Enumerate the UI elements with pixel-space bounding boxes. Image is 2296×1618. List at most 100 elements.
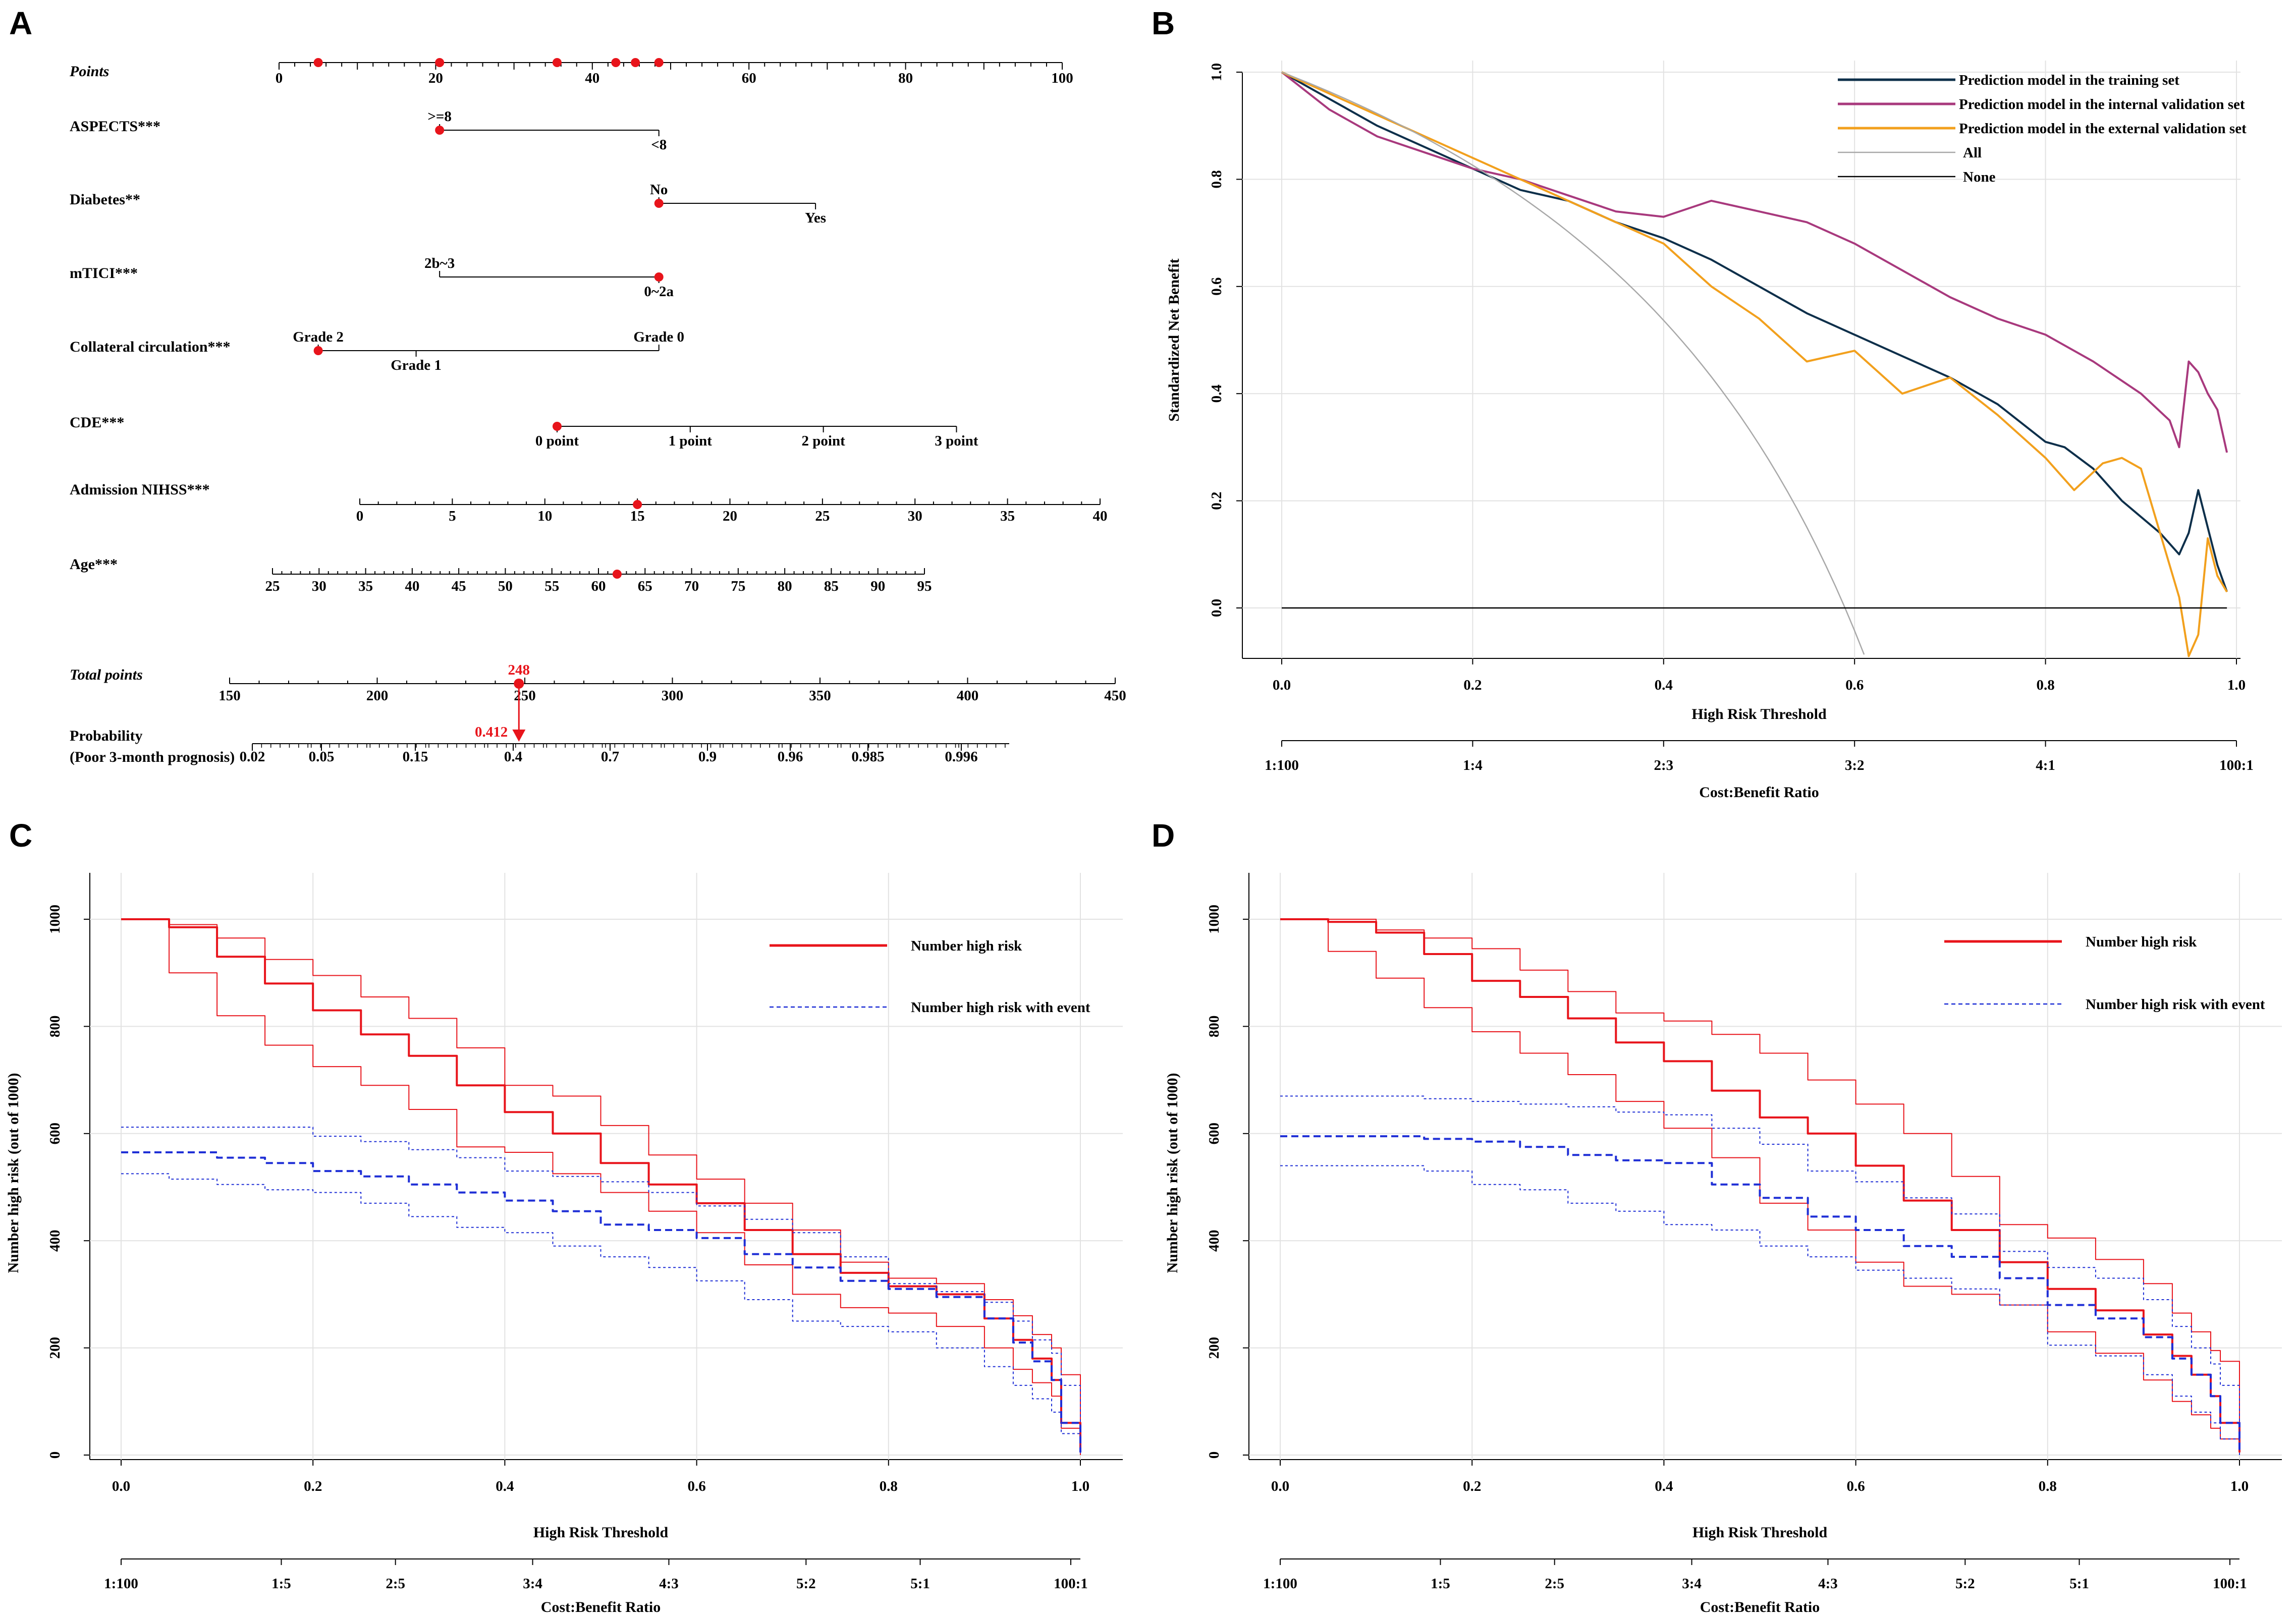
- variable-marker-dot: [435, 126, 445, 135]
- curve-number-high-risk-with-event-upper: [121, 1127, 1081, 1450]
- y-tick-label: 0: [47, 1452, 63, 1459]
- panel-letter-d: D: [1152, 817, 1175, 854]
- age-tick-label: 35: [358, 578, 373, 594]
- age-tick-label: 50: [498, 578, 513, 594]
- variable-label-age: Age***: [70, 556, 118, 573]
- nomogram-panel: Points 0 20 40 60 80 100ASPECTS***>=8<8Diabete…: [69, 58, 1126, 765]
- age-tick-label: 65: [638, 578, 652, 594]
- nihss-tick-label: 20: [723, 508, 737, 524]
- variable-level-label: 0~2a: [644, 284, 674, 300]
- nihss-tick-label: 0: [356, 508, 364, 524]
- probability-tick-label: 0.996: [945, 749, 977, 765]
- probability-tick-label: 0.4: [504, 749, 522, 765]
- curve-number-high-risk-with-event: [1280, 1135, 2240, 1453]
- legend-label: Number high risk with event: [911, 999, 1090, 1016]
- secondary-tick-label: 100:1: [1054, 1576, 1088, 1592]
- total-points-value-label: 248: [508, 662, 530, 678]
- x-tick-label: 0.8: [2039, 1478, 2057, 1494]
- total-points-tick-label: 450: [1104, 688, 1126, 704]
- curve-number-high-risk-with-event-upper: [1280, 1095, 2240, 1450]
- panel-letter-c: C: [9, 817, 32, 854]
- legend-label: Prediction model in the external validat…: [1959, 121, 2247, 137]
- legend-label: Number high risk: [911, 938, 1022, 954]
- y-tick-label: 1.0: [1209, 63, 1225, 81]
- x-tick-label: 0.8: [880, 1478, 898, 1494]
- points-axis-tick-label: 100: [1051, 70, 1073, 86]
- y-tick-label: 600: [47, 1123, 63, 1145]
- secondary-axis-title: Cost:Benefit Ratio: [541, 1599, 661, 1615]
- total-points-tick-label: 200: [366, 688, 389, 704]
- x-tick-label: 0.0: [1271, 1478, 1289, 1494]
- y-tick-label: 400: [1206, 1230, 1222, 1252]
- curve-number-high-risk-upper: [121, 919, 1081, 1450]
- age-tick-label: 70: [684, 578, 699, 594]
- secondary-tick-label: 1:5: [271, 1576, 291, 1592]
- variable-level-label: <8: [651, 137, 667, 153]
- x-tick-label: 0.2: [304, 1478, 322, 1494]
- x-tick-label: 0.0: [112, 1478, 130, 1494]
- x-tick-label: 0.6: [687, 1478, 705, 1494]
- variable-label-admission-nihss: Admission NIHSS***: [70, 481, 210, 498]
- y-tick-label: 600: [1206, 1123, 1222, 1145]
- age-tick-label: 80: [778, 578, 792, 594]
- nihss-tick-label: 40: [1093, 508, 1108, 524]
- legend-label: Prediction model in the internal validat…: [1959, 96, 2245, 113]
- y-axis-title: Number high risk (out of 1000): [1164, 1073, 1181, 1273]
- variable-level-label: Yes: [805, 210, 826, 226]
- total-points-tick-label: 150: [218, 688, 241, 704]
- curve-prediction-model-in-the-external-validation-set: [1281, 71, 2228, 657]
- probability-label-line1: Probability: [70, 728, 142, 744]
- total-points-marker-dot: [514, 679, 524, 689]
- x-tick-label: 0.0: [1273, 677, 1291, 693]
- x-tick-label: 0.4: [1655, 677, 1673, 693]
- y-tick-label: 0.0: [1209, 599, 1225, 617]
- nihss-tick-label: 10: [537, 508, 552, 524]
- decision-curve-panel: 0.0 0.2 0.4 0.6 0.8 1.0 Standardized Net Benef…: [1166, 61, 2254, 801]
- nihss-tick-label: 15: [630, 508, 645, 524]
- y-tick-label: 0.8: [1209, 170, 1225, 188]
- variable-label-mtici: mTICI***: [70, 265, 138, 282]
- legend-label: All: [1963, 145, 1982, 161]
- variable-marker-dot: [654, 199, 664, 208]
- variable-level-label: No: [650, 182, 668, 198]
- probability-tick-label: 0.7: [601, 749, 619, 765]
- legend-label: None: [1963, 169, 1996, 185]
- y-axis-title: Number high risk (out of 1000): [5, 1073, 22, 1273]
- y-tick-label: 0: [1206, 1452, 1222, 1459]
- variable-marker-dot: [313, 346, 323, 355]
- y-tick-label: 0.4: [1209, 384, 1225, 403]
- secondary-tick-label: 3:4: [1682, 1576, 1702, 1592]
- curve-number-high-risk: [1280, 918, 2240, 1453]
- age-tick-label: 25: [265, 578, 280, 594]
- variable-level-label: 2b~3: [424, 255, 455, 271]
- x-tick-label: 0.4: [1655, 1478, 1673, 1494]
- age-tick-label: 30: [312, 578, 326, 594]
- x-axis-title: High Risk Threshold: [1691, 706, 1827, 722]
- points-marker-dot: [552, 58, 562, 67]
- clinical-impact-curve-panel-c: 0 200 400 600 800 1000 Number high risk (out o…: [5, 873, 1123, 1615]
- total-points-label: Total points: [70, 666, 143, 683]
- panel-letter-a: A: [9, 5, 32, 41]
- secondary-tick-label: 2:5: [1545, 1576, 1564, 1592]
- probability-arrowhead: [512, 730, 526, 742]
- x-axis-title: High Risk Threshold: [1692, 1524, 1828, 1541]
- variable-level-label: 0 point: [535, 433, 579, 449]
- curve-number-high-risk-upper: [1280, 919, 2240, 1450]
- points-axis-tick-label: 20: [428, 70, 443, 86]
- variable-level-label: 1 point: [669, 433, 713, 449]
- secondary-tick-label: 1:100: [1263, 1576, 1297, 1592]
- points-axis-tick-label: 0: [276, 70, 283, 86]
- y-tick-label: 0.6: [1209, 277, 1225, 296]
- legend-label: Prediction model in the training set: [1959, 72, 2179, 88]
- y-tick-label: 1000: [47, 905, 63, 934]
- y-tick-label: 800: [47, 1016, 63, 1037]
- secondary-tick-label: 5:2: [1955, 1576, 1975, 1592]
- nihss-tick-label: 30: [908, 508, 922, 524]
- curve-all: [1281, 71, 1865, 655]
- secondary-tick-label: 100:1: [2219, 757, 2254, 773]
- probability-value-label: 0.412: [475, 724, 508, 740]
- nihss-tick-label: 25: [815, 508, 830, 524]
- nihss-marker-dot: [633, 500, 642, 509]
